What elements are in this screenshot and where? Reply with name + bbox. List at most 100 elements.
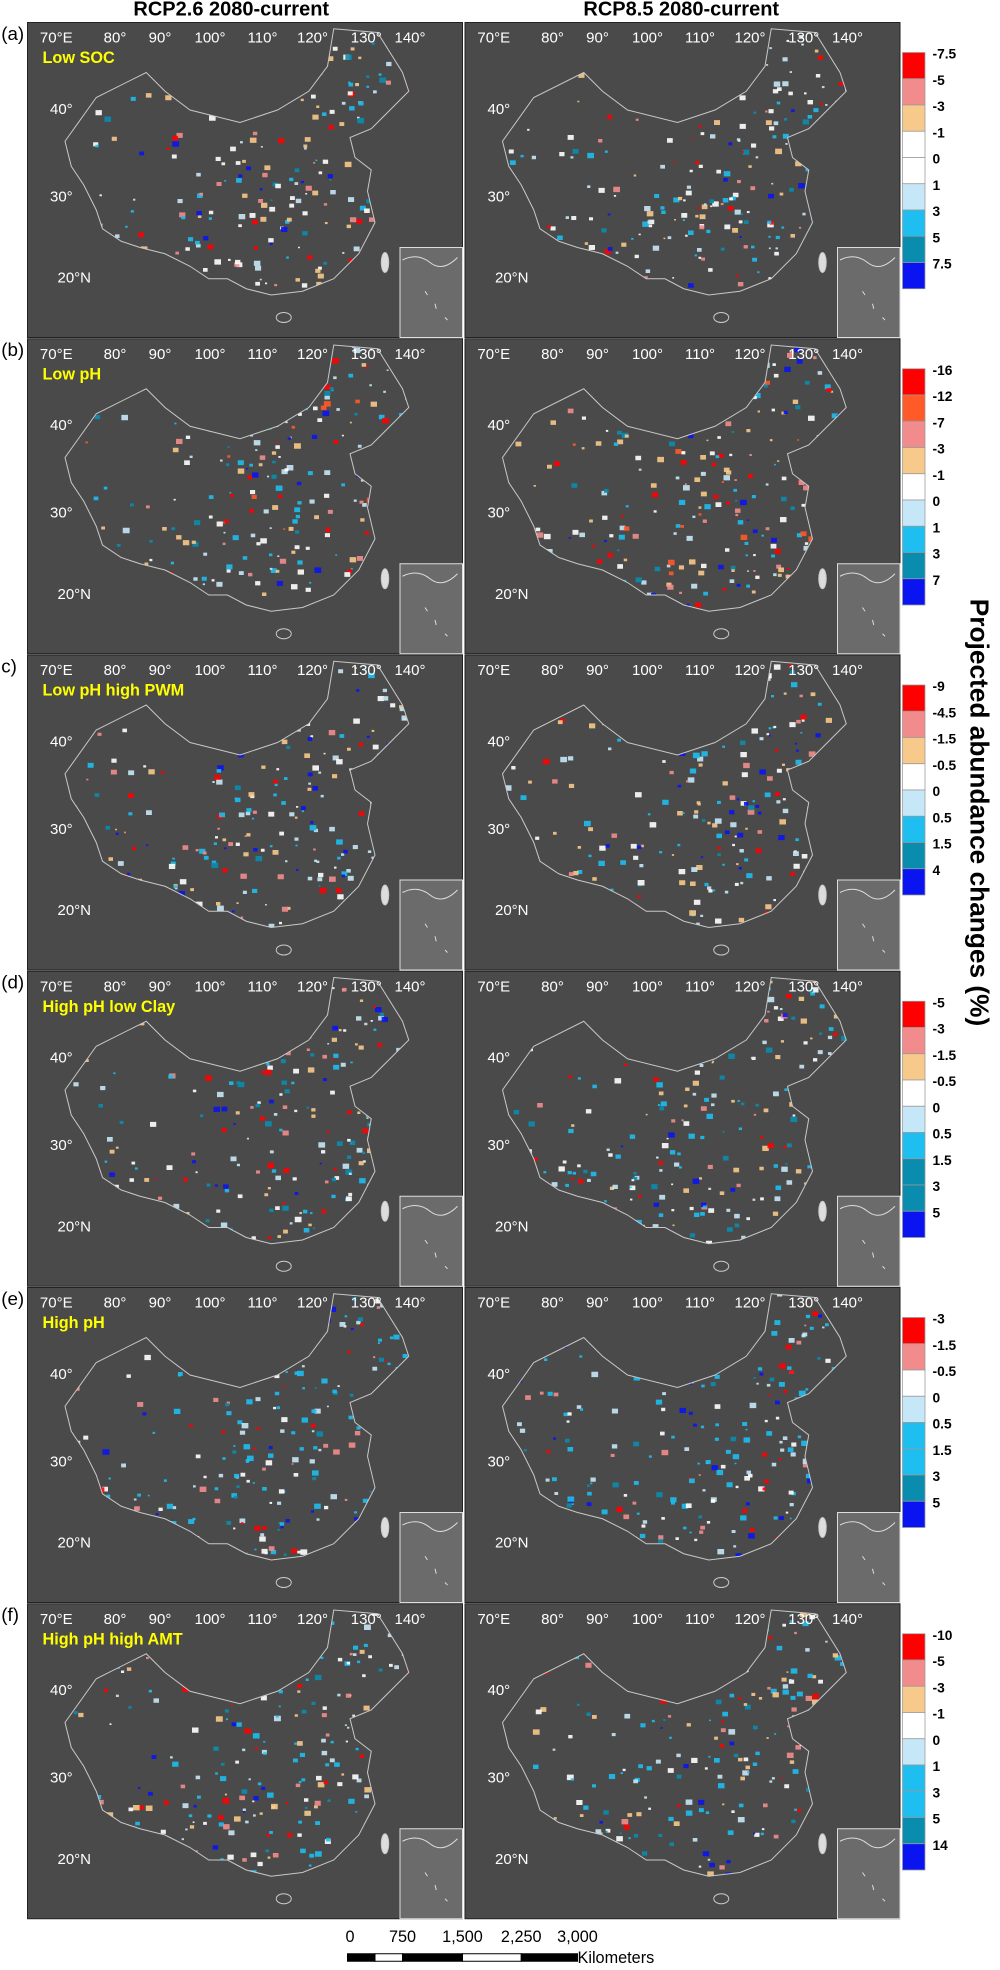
- map-pixel: [300, 1549, 308, 1555]
- legend-label: -3: [933, 1680, 946, 1695]
- map-pixel: [378, 1015, 384, 1021]
- map-pixel: [740, 1776, 745, 1781]
- map-pixel: [231, 1704, 234, 1706]
- map-pixel: [557, 720, 563, 725]
- map-pixel: [144, 1178, 150, 1182]
- map-pixel: [349, 1140, 356, 1145]
- map-pixel: [377, 696, 384, 702]
- map-pixel: [768, 277, 772, 280]
- map-pixel: [170, 1756, 173, 1759]
- legend-label: -1: [933, 1707, 946, 1722]
- map-pixel: [701, 1384, 705, 1388]
- map-pixel: [729, 197, 733, 201]
- map-pixel: [568, 872, 574, 876]
- map-pixel: [304, 1798, 309, 1802]
- map-pixel: [330, 1090, 335, 1095]
- map-pixel: [810, 991, 815, 996]
- map-pixel: [285, 1051, 291, 1056]
- map-pixel: [242, 1858, 247, 1862]
- inset-coast: [402, 888, 458, 953]
- map-pixel: [698, 164, 703, 168]
- map-pixel: [109, 1723, 112, 1725]
- legend-label: 3: [933, 1179, 941, 1194]
- map-pixel: [259, 1536, 266, 1542]
- map-pixel: [772, 1692, 779, 1698]
- map-pixel: [753, 570, 756, 572]
- map-pixel: [250, 533, 256, 538]
- map-pixel: [321, 1738, 326, 1743]
- longitude-label: 90°: [586, 1295, 609, 1312]
- map-pixel: [819, 102, 823, 105]
- map-pixel: [173, 1408, 181, 1414]
- longitude-label: 130°: [788, 978, 819, 995]
- map-pixel: [368, 672, 375, 679]
- map-pixel: [371, 856, 375, 859]
- map-pixel: [620, 1145, 624, 1148]
- map-pixel: [87, 762, 94, 768]
- map-pixel: [642, 1851, 648, 1856]
- map-pixel: [294, 168, 300, 173]
- map-pixel: [196, 211, 202, 216]
- map-pixel: [736, 583, 741, 587]
- country-outline: [64, 976, 410, 1245]
- map-pixel: [260, 1695, 267, 1701]
- map-pixel: [271, 474, 277, 479]
- map-pixel: [360, 479, 364, 482]
- map-pixel: [624, 434, 629, 438]
- inset-coast: [839, 1837, 896, 1902]
- map-pixel: [668, 1715, 672, 1718]
- map-pixel: [158, 1507, 163, 1511]
- map-pixel: [632, 533, 639, 539]
- map-pixel: [537, 1103, 543, 1108]
- map-pixel: [671, 1435, 675, 1439]
- map-pixel: [791, 1492, 796, 1496]
- map-pixel: [671, 1501, 675, 1505]
- map-pixel: [264, 1193, 269, 1197]
- map-pixel: [761, 534, 764, 537]
- map-pixel: [714, 1758, 720, 1763]
- map-pixel: [265, 1121, 272, 1127]
- map-pixel: [781, 1677, 787, 1682]
- map-pixel: [394, 1665, 399, 1670]
- island: [818, 1200, 827, 1222]
- map-pixel: [806, 1787, 812, 1792]
- map-pixel: [316, 860, 320, 863]
- map-pixel: [346, 869, 351, 873]
- map-pixel: [180, 1784, 186, 1789]
- map-pixel: [774, 1196, 781, 1202]
- island: [380, 884, 390, 906]
- map-pixel: [735, 508, 741, 513]
- map-pixel: [794, 347, 801, 353]
- longitude-label: 100°: [194, 662, 225, 679]
- map-pixel: [271, 1169, 277, 1173]
- map-pixel: [755, 848, 762, 854]
- map-pixel: [366, 85, 370, 88]
- legend-title: Projected abundance changes (%): [965, 599, 995, 1026]
- legend-label: -12: [933, 389, 953, 404]
- map-pixel: [689, 1531, 692, 1534]
- map-pixel: [383, 390, 386, 393]
- map-pixel: [535, 527, 541, 532]
- map-pixel: [111, 758, 117, 763]
- map-pixel: [281, 1417, 288, 1423]
- map-pixel: [743, 1703, 748, 1706]
- legend-label: -1.5: [933, 732, 957, 747]
- map-pixel: [233, 1527, 236, 1530]
- map-pixel: [600, 1832, 603, 1835]
- map-pixel: [729, 453, 733, 457]
- legend-label: -0.5: [933, 758, 957, 773]
- legend-swatch: [902, 447, 926, 475]
- map-pixel: [297, 1370, 304, 1377]
- map-pixel: [659, 1169, 663, 1172]
- map-pixel: [252, 810, 257, 814]
- map-pixel: [545, 1478, 550, 1482]
- map-pixel: [742, 1508, 748, 1513]
- map-pixel: [127, 872, 131, 876]
- map-pixel: [222, 1457, 226, 1460]
- map-pixel: [781, 1166, 788, 1172]
- country-outline: [64, 344, 410, 612]
- map-pixel: [208, 217, 212, 220]
- map-pixel: [310, 735, 314, 738]
- map-pixel: [694, 254, 697, 257]
- map-pixel: [797, 439, 800, 441]
